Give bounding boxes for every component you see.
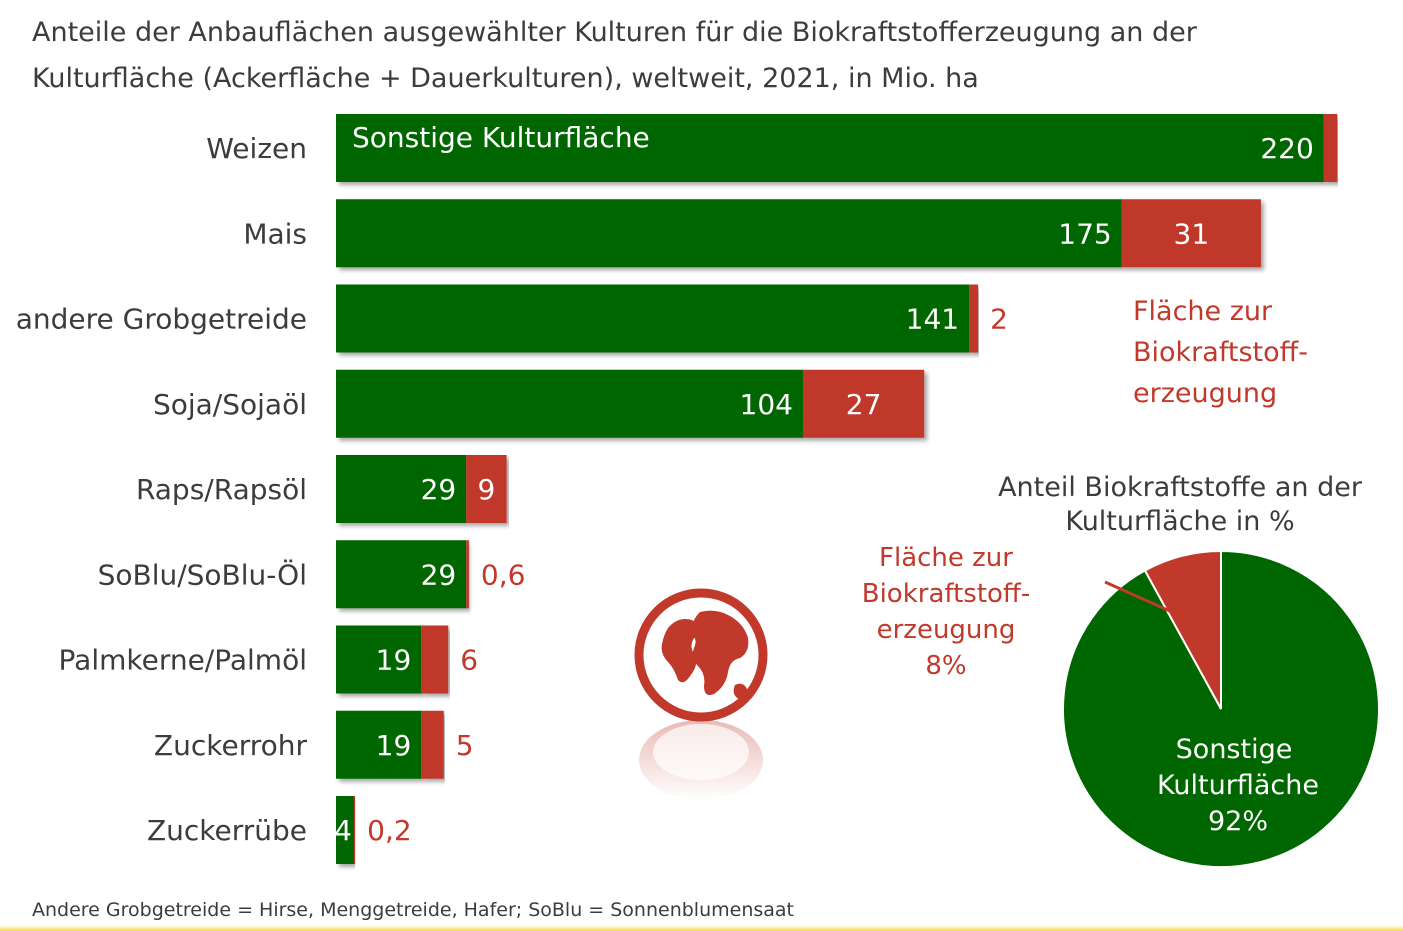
bottom-rule: [0, 925, 1403, 931]
value-label-bio: 0,6: [481, 558, 526, 591]
bar-bio: [802, 369, 925, 438]
category-label: SoBlu/SoBlu-Öl: [98, 557, 307, 591]
pie-label-other-line-1: Sonstige: [1176, 734, 1293, 765]
category-label: Palmkerne/Palmöl: [59, 644, 307, 677]
legend-red-line-1: Fläche zur: [1133, 296, 1273, 327]
pie-label-bio-line-1: Fläche zur: [879, 543, 1013, 573]
value-label-other: 29: [421, 558, 457, 591]
legend-green-label: Sonstige Kulturfläche: [352, 121, 650, 154]
bar-other: [336, 114, 1324, 182]
bar-bio: [353, 796, 356, 864]
pie-title-line-1: Anteil Biokraftstoffe an der: [998, 472, 1363, 503]
value-label-other: 104: [740, 388, 793, 421]
globe-icon: [634, 588, 768, 800]
legend-red-line-2: Biokraftstoff-: [1133, 337, 1308, 368]
bar-other: [336, 796, 354, 864]
title-line-1: Anteile der Anbauflächen ausgewählter Ku…: [32, 17, 1197, 48]
bar-other: [336, 455, 467, 523]
bar-bio: [466, 455, 507, 523]
pie-slice-other: [1062, 549, 1380, 868]
bar-legend: Sonstige Kulturfläche Fläche zur Biokraf…: [352, 121, 1308, 409]
category-label: Weizen: [206, 132, 307, 165]
value-label-other: 29: [421, 473, 457, 506]
value-label-other: 141: [906, 303, 959, 336]
bar-bio: [421, 625, 449, 694]
category-label: Mais: [243, 217, 307, 250]
bar-bio: [421, 710, 444, 779]
category-label: Zuckerrübe: [147, 814, 307, 847]
bar-other: [336, 540, 467, 609]
pie-label-bio-line-2: Biokraftstoff-: [862, 579, 1030, 609]
pie-title-line-2: Kulturfläche in %: [1065, 506, 1294, 537]
bar-other: [336, 710, 422, 779]
value-label-other: 19: [376, 729, 412, 762]
category-label: Raps/Rapsöl: [136, 473, 307, 506]
category-label: Soja/Sojaöl: [153, 388, 307, 421]
pie-label-other-value: 92%: [1208, 806, 1268, 837]
pie-label-bio-line-3: erzeugung: [877, 615, 1016, 645]
bar-bio: [466, 540, 469, 609]
pie-label-other-line-2: Kulturfläche: [1157, 770, 1319, 801]
category-label: Zuckerrohr: [154, 729, 308, 762]
bar-other: [336, 369, 803, 438]
bar-bio: [969, 284, 979, 353]
value-label-bio: 0,2: [367, 814, 412, 847]
bar-bio: [1323, 114, 1338, 182]
value-label-other: 220: [1260, 132, 1313, 165]
value-label-bio: 5: [456, 729, 474, 762]
chart-title: Anteile der Anbauflächen ausgewählter Ku…: [32, 10, 1392, 102]
pie-leader-line: [1104, 580, 1173, 614]
value-label-bio: 6: [460, 644, 478, 677]
title-line-2: Kulturfläche (Ackerfläche + Dauerkulture…: [32, 63, 979, 94]
value-label-bio: 2: [990, 303, 1008, 336]
value-label-bio: 9: [478, 473, 496, 506]
value-label-other: 4: [334, 814, 352, 847]
pie-chart: Anteil Biokraftstoffe an der Kulturfläch…: [862, 472, 1380, 868]
pie-label-bio-value: 8%: [925, 651, 966, 681]
bar-other: [336, 199, 1122, 268]
value-label-bio: 3: [1336, 132, 1354, 165]
value-label-other: 19: [376, 644, 412, 677]
bar-other: [336, 625, 422, 694]
bar-chart: Weizen 220 3 Mais 175 31 andere Grobgetreide 14…: [16, 114, 1354, 864]
bar-bio: [1121, 199, 1261, 268]
legend-red-line-3: erzeugung: [1133, 378, 1277, 409]
value-label-bio: 31: [1174, 217, 1210, 250]
category-label: andere Grobgetreide: [16, 303, 307, 336]
footnote: Andere Grobgetreide = Hirse, Menggetreid…: [32, 899, 795, 921]
value-label-bio: 27: [846, 388, 882, 421]
bar-other: [336, 284, 970, 353]
value-label-other: 175: [1058, 217, 1111, 250]
